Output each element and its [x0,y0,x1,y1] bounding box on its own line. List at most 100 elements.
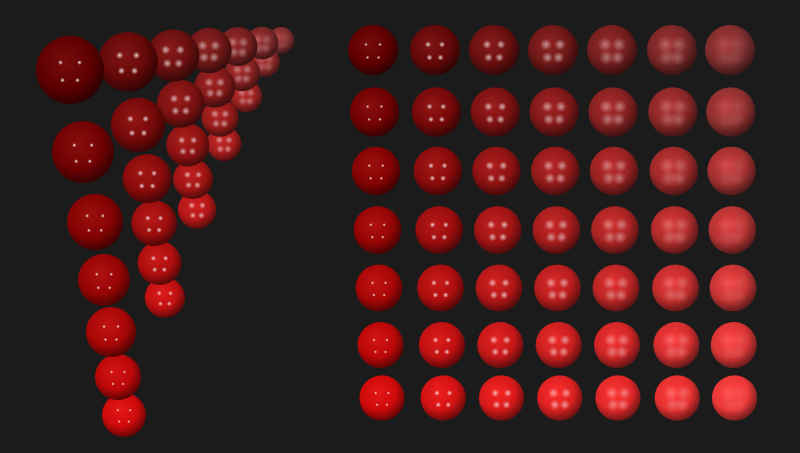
sphere [470,87,520,137]
specular-highlight [367,163,371,168]
specular-highlight [365,104,370,109]
specular-highlight [492,400,501,409]
specular-highlight [501,347,510,356]
specular-highlight [555,172,567,184]
specular-highlight [169,94,179,103]
sphere [98,32,158,92]
specular-highlight [166,301,172,307]
specular-highlight [552,51,565,64]
specular-highlight [616,398,630,412]
sphere [36,36,104,104]
specular-highlight [77,60,82,65]
specular-highlight [424,41,432,48]
sphere-body [67,194,123,250]
sphere [649,146,698,196]
specular-highlight [427,162,434,169]
specular-highlight [367,117,371,122]
sphere-body [537,375,583,421]
specular-highlight [613,230,627,244]
specular-highlight [432,337,439,343]
sphere [355,264,403,312]
specular-highlight [204,77,214,88]
sphere [102,393,146,437]
specular-highlight [132,51,141,59]
specular-highlight [210,109,220,119]
specular-highlight [375,403,379,407]
sphere-body [595,375,641,421]
specular-highlight [430,234,437,241]
specular-highlight [725,47,746,68]
specular-highlight [560,387,572,399]
sphere [589,146,639,196]
specular-highlight [672,157,689,174]
sphere-body [477,322,524,368]
specular-highlight [372,293,376,297]
specular-highlight [673,344,690,360]
specular-highlight [370,281,375,285]
specular-highlight [730,395,749,414]
sphere [711,375,758,421]
sphere [478,375,525,421]
specular-highlight [107,285,112,290]
specular-highlight [444,349,450,355]
sphere-body [589,146,639,196]
specular-highlight [553,113,566,126]
sphere [709,264,757,312]
specular-highlight [87,159,92,164]
specular-highlight [432,292,439,298]
sphere [122,154,172,204]
specular-highlight [597,37,613,52]
sphere-body [534,264,581,312]
sphere-body [587,25,637,75]
sphere-body [177,190,217,229]
sphere [592,264,640,312]
sphere-body [146,29,200,82]
sphere-body [647,25,697,75]
sphere [472,146,521,196]
specular-highlight [237,36,249,48]
specular-highlight [189,136,198,145]
specular-highlight [488,278,497,287]
specular-highlight [672,287,689,303]
sphere [531,146,580,196]
specular-highlight [440,175,447,182]
sphere-body [102,393,146,437]
specular-highlight [442,292,449,298]
specular-highlight [157,215,164,221]
specular-highlight [486,173,496,183]
sphere [413,146,462,196]
specular-highlight [171,106,180,116]
specular-highlight [233,73,244,84]
specular-highlight [600,112,615,127]
specular-highlight [603,230,617,244]
specular-highlight [495,53,504,62]
sphere-body [98,32,158,92]
sphere-body [529,87,579,137]
specular-highlight [150,255,157,261]
specular-highlight [378,117,382,122]
specular-highlight [611,112,626,127]
specular-highlight [122,370,127,374]
sphere [353,206,402,254]
sphere [706,87,756,137]
sphere-body [413,146,462,196]
sphere-body [144,277,186,318]
specular-highlight [86,228,91,233]
sphere [177,190,217,229]
sphere [420,375,466,421]
specular-highlight [670,36,688,53]
sphere [411,87,461,137]
specular-highlight [498,232,508,242]
sphere [348,25,398,75]
sphere [359,375,405,421]
specular-highlight [675,385,692,401]
specular-highlight [117,67,126,75]
specular-highlight [144,215,151,221]
specular-highlight [558,277,570,289]
specular-highlight [502,400,511,409]
sphere-body [166,123,210,167]
sphere-body [420,375,466,421]
specular-highlight [174,58,184,69]
specular-highlight [117,420,121,424]
